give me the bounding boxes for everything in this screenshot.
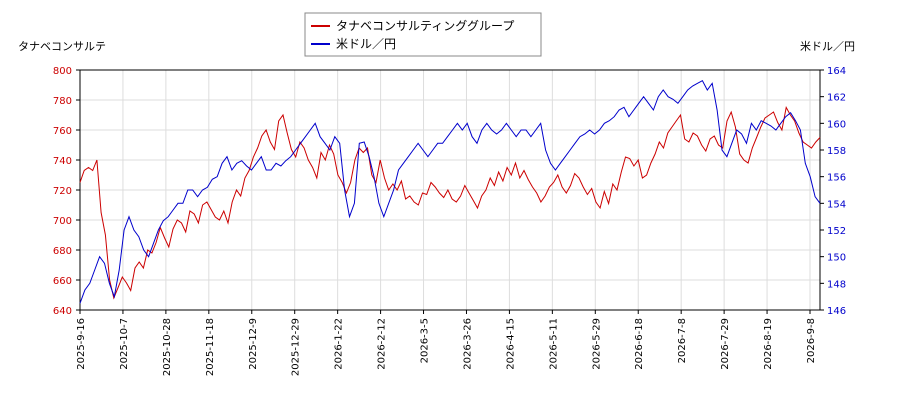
right-tick-label: 158 — [827, 146, 846, 157]
series-line — [79, 80, 821, 304]
right-tick-label: 146 — [827, 306, 846, 317]
legend-label-tanabe: タナベコンサルティンググループ — [336, 19, 514, 33]
left-tick-label: 800 — [53, 66, 72, 77]
right-axis-label: 米ドル／円 — [800, 40, 855, 53]
left-axis-label: タナベコンサルテ — [18, 40, 106, 53]
x-tick-label: 2026-3-5 — [420, 318, 431, 363]
x-tick-label: 2026-9-8 — [806, 318, 817, 363]
series-line — [79, 106, 821, 300]
x-tick-label: 2026-2-12 — [377, 318, 388, 370]
x-tick-label: 2025-11-18 — [205, 318, 216, 376]
x-tick-label: 2025-10-7 — [119, 318, 130, 370]
right-tick-label: 150 — [827, 253, 846, 264]
right-tick-label: 156 — [827, 173, 846, 184]
x-tick-label: 2025-9-16 — [76, 318, 87, 370]
x-tick-label: 2026-3-26 — [462, 318, 473, 370]
x-tick-label: 2026-5-29 — [591, 318, 602, 370]
x-tick-label: 2026-7-8 — [677, 318, 688, 363]
left-tick-label: 640 — [53, 306, 72, 317]
left-axis-ticks: 640 660 680 700 720 740 760 780 800 — [53, 66, 80, 317]
legend-box — [304, 12, 542, 57]
x-tick-label: 2026-8-19 — [763, 318, 774, 370]
grid-lines — [79, 69, 820, 311]
left-tick-label: 740 — [53, 156, 72, 167]
right-axis-ticks: 146 148 150 152 154 156 158 160 162 164 — [820, 66, 846, 317]
right-tick-label: 148 — [827, 279, 846, 290]
right-tick-label: 164 — [827, 66, 846, 77]
left-tick-label: 720 — [53, 186, 72, 197]
x-tick-label: 2026-5-11 — [548, 318, 559, 370]
left-tick-label: 780 — [53, 96, 72, 107]
left-tick-label: 660 — [53, 276, 72, 287]
x-tick-label: 2026-4-15 — [505, 318, 516, 370]
legend: タナベコンサルティンググループ 米ドル／円 — [304, 12, 542, 57]
left-tick-label: 760 — [53, 126, 72, 137]
left-tick-label: 700 — [53, 216, 72, 227]
right-tick-label: 152 — [827, 226, 846, 237]
right-tick-label: 154 — [827, 199, 846, 210]
x-axis-ticks: 2025-9-16 2025-10-7 2025-10-28 2025-11-18 20… — [76, 310, 817, 376]
x-tick-label: 2025-10-28 — [162, 318, 173, 376]
right-tick-label: 160 — [827, 119, 846, 130]
legend-label-usdjpy: 米ドル／円 — [336, 37, 396, 51]
left-tick-label: 680 — [53, 246, 72, 257]
right-tick-label: 162 — [827, 93, 846, 104]
series-layer — [79, 80, 821, 304]
x-tick-label: 2026-1-22 — [334, 318, 345, 370]
x-tick-label: 2026-6-18 — [634, 318, 645, 370]
x-tick-label: 2025-12-9 — [248, 318, 259, 370]
x-tick-label: 2025-12-29 — [291, 318, 302, 376]
x-tick-label: 2026-7-29 — [720, 318, 731, 370]
